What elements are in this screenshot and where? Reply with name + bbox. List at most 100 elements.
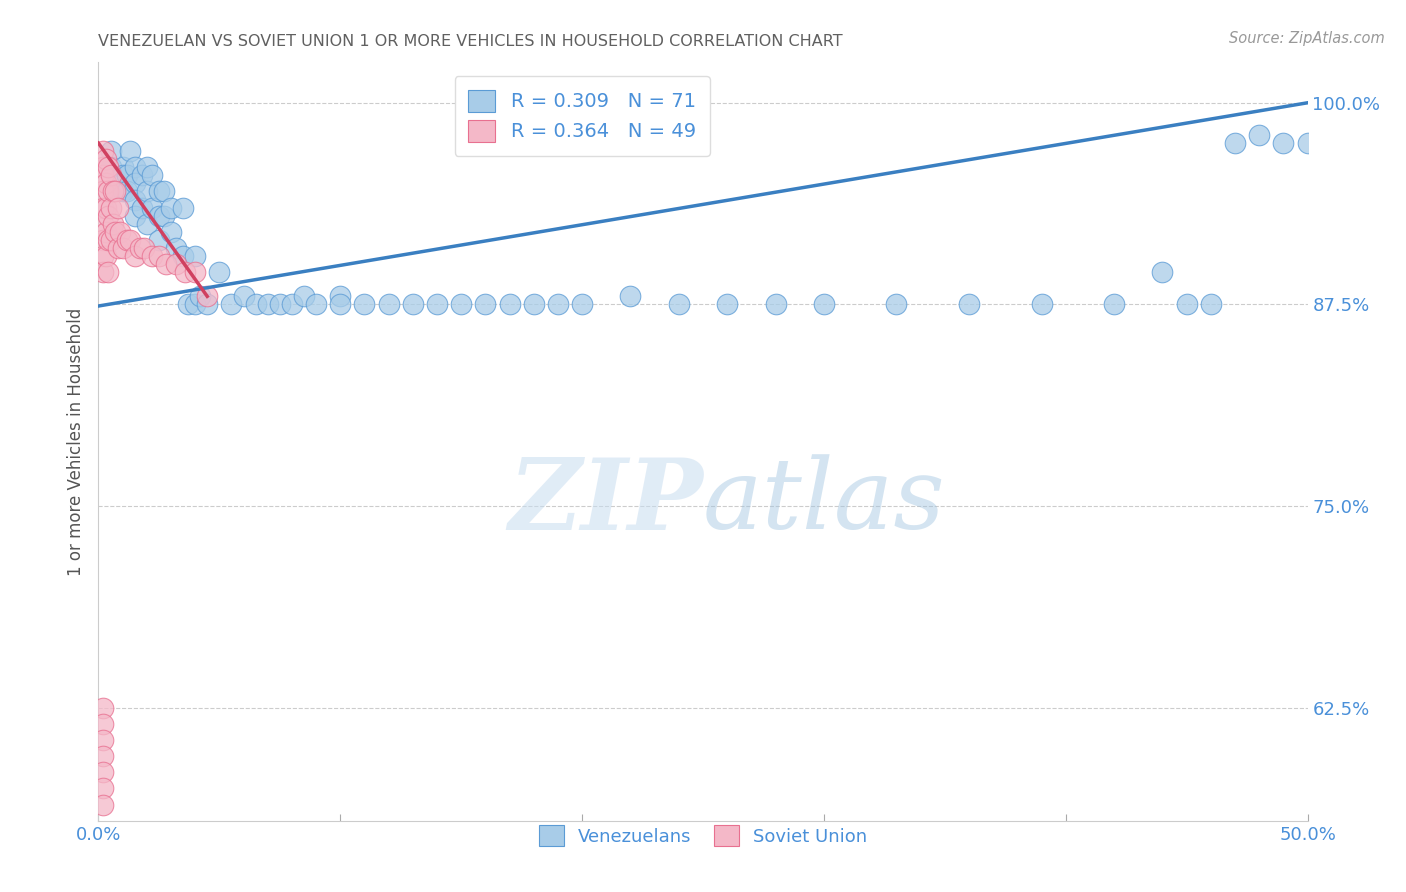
Point — [135, 161, 157, 175]
Point — [94, 201, 117, 215]
Point — [118, 233, 141, 247]
Point — [101, 217, 124, 231]
Point — [128, 241, 150, 255]
Point — [94, 153, 117, 167]
Point — [135, 185, 157, 199]
Point — [195, 289, 218, 303]
Point — [1249, 128, 1271, 142]
Point — [184, 265, 207, 279]
Point — [1199, 297, 1222, 311]
Point — [1102, 297, 1125, 311]
Point — [172, 249, 194, 263]
Point — [91, 749, 114, 764]
Point — [152, 209, 174, 223]
Point — [111, 241, 134, 255]
Point — [91, 700, 114, 714]
Point — [1175, 297, 1198, 311]
Point — [94, 177, 117, 191]
Point — [141, 249, 163, 263]
Point — [91, 161, 114, 175]
Point — [195, 297, 218, 311]
Point — [97, 209, 120, 223]
Point — [107, 201, 129, 215]
Point — [547, 297, 569, 311]
Point — [1223, 136, 1246, 150]
Point — [131, 169, 153, 183]
Point — [124, 249, 146, 263]
Point — [94, 249, 117, 263]
Point — [377, 297, 399, 311]
Point — [91, 144, 114, 158]
Point — [111, 185, 134, 199]
Point — [97, 161, 120, 175]
Point — [104, 185, 127, 199]
Point — [135, 217, 157, 231]
Point — [91, 265, 114, 279]
Point — [117, 233, 139, 247]
Point — [155, 257, 177, 271]
Point — [91, 733, 114, 747]
Point — [97, 265, 120, 279]
Point — [124, 209, 146, 223]
Point — [104, 225, 127, 239]
Point — [124, 193, 146, 207]
Point — [97, 233, 120, 247]
Point — [957, 297, 980, 311]
Point — [111, 161, 134, 175]
Point — [353, 297, 375, 311]
Point — [100, 161, 122, 175]
Point — [91, 716, 114, 731]
Point — [523, 297, 546, 311]
Point — [148, 233, 170, 247]
Point — [91, 797, 114, 812]
Point — [813, 297, 835, 311]
Point — [108, 225, 131, 239]
Point — [329, 289, 352, 303]
Point — [100, 169, 122, 183]
Point — [124, 177, 146, 191]
Text: Source: ZipAtlas.com: Source: ZipAtlas.com — [1229, 31, 1385, 46]
Point — [221, 297, 243, 311]
Point — [208, 265, 231, 279]
Point — [97, 185, 120, 199]
Point — [571, 297, 593, 311]
Point — [148, 209, 170, 223]
Point — [160, 201, 183, 215]
Point — [148, 185, 170, 199]
Point — [1152, 265, 1174, 279]
Point — [765, 297, 787, 311]
Point — [152, 185, 174, 199]
Point — [107, 241, 129, 255]
Y-axis label: 1 or more Vehicles in Household: 1 or more Vehicles in Household — [66, 308, 84, 575]
Point — [716, 297, 738, 311]
Point — [172, 201, 194, 215]
Point — [619, 289, 641, 303]
Point — [91, 781, 114, 796]
Point — [131, 201, 153, 215]
Point — [329, 297, 352, 311]
Point — [668, 297, 690, 311]
Point — [165, 241, 187, 255]
Point — [91, 233, 114, 247]
Point — [94, 225, 117, 239]
Point — [148, 249, 170, 263]
Point — [134, 241, 156, 255]
Point — [232, 289, 254, 303]
Point — [426, 297, 449, 311]
Point — [117, 169, 139, 183]
Point — [1272, 136, 1295, 150]
Point — [91, 249, 114, 263]
Point — [256, 297, 278, 311]
Point — [124, 161, 146, 175]
Point — [111, 169, 134, 183]
Text: ZIP: ZIP — [508, 454, 703, 550]
Point — [100, 201, 122, 215]
Point — [91, 217, 114, 231]
Point — [305, 297, 328, 311]
Point — [474, 297, 496, 311]
Point — [450, 297, 472, 311]
Point — [101, 185, 124, 199]
Point — [177, 297, 200, 311]
Point — [402, 297, 425, 311]
Point — [269, 297, 291, 311]
